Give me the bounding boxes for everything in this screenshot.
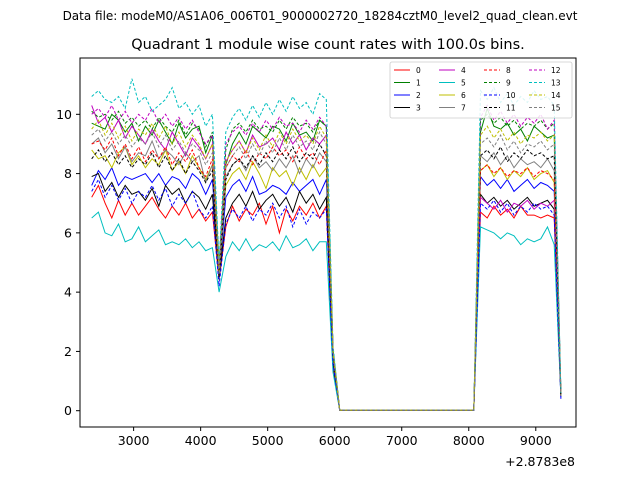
legend-label: 11 [506, 103, 516, 112]
x-tick-label: 5000 [252, 433, 284, 448]
chart-suptitle: Data file: modeM0/AS1A06_006T01_90000027… [63, 9, 578, 23]
legend-label: 1 [416, 78, 421, 87]
series-line-3 [91, 172, 562, 411]
y-tick-label: 4 [64, 285, 72, 300]
axes-frame [79, 57, 577, 428]
x-tick-label: 3000 [118, 433, 150, 448]
x-tick-label: 7000 [386, 433, 418, 448]
y-tick-label: 8 [64, 166, 72, 181]
legend-label: 14 [551, 91, 561, 100]
series-line-14 [91, 119, 562, 411]
series-line-8 [91, 136, 562, 411]
series-line-10 [91, 178, 562, 411]
y-axis: 0 2 4 6 8 10 [56, 107, 80, 418]
legend-label: 3 [416, 103, 421, 112]
x-axis: 3000 4000 5000 6000 7000 8000 9000 [118, 427, 552, 448]
chart-title: Quadrant 1 module wise count rates with … [131, 37, 525, 53]
x-tick-label: 8000 [453, 433, 485, 448]
legend-label: 8 [506, 66, 511, 75]
x-tick-label: 4000 [185, 433, 217, 448]
legend-label: 7 [461, 103, 466, 112]
series-line-13 [91, 78, 562, 411]
series-layer [91, 78, 562, 411]
y-tick-label: 0 [64, 403, 72, 418]
legend-label: 4 [461, 66, 466, 75]
legend-box [389, 61, 573, 119]
x-tick-label: 6000 [319, 433, 351, 448]
x-offset-label: +2.8783e8 [505, 454, 575, 469]
legend-label: 15 [551, 103, 561, 112]
series-line-5 [91, 211, 562, 411]
legend-label: 13 [551, 78, 561, 87]
series-line-15 [91, 128, 562, 411]
legend-label: 12 [551, 66, 561, 75]
y-tick-label: 6 [64, 225, 72, 240]
legend-label: 9 [506, 78, 511, 87]
legend-label: 0 [416, 66, 421, 75]
legend-label: 10 [506, 91, 516, 100]
x-tick-label: 9000 [520, 433, 552, 448]
y-tick-label: 2 [64, 344, 72, 359]
legend-label: 2 [416, 91, 421, 100]
y-tick-label: 10 [56, 107, 72, 122]
legend-label: 6 [461, 91, 466, 100]
legend-label: 5 [461, 78, 466, 87]
